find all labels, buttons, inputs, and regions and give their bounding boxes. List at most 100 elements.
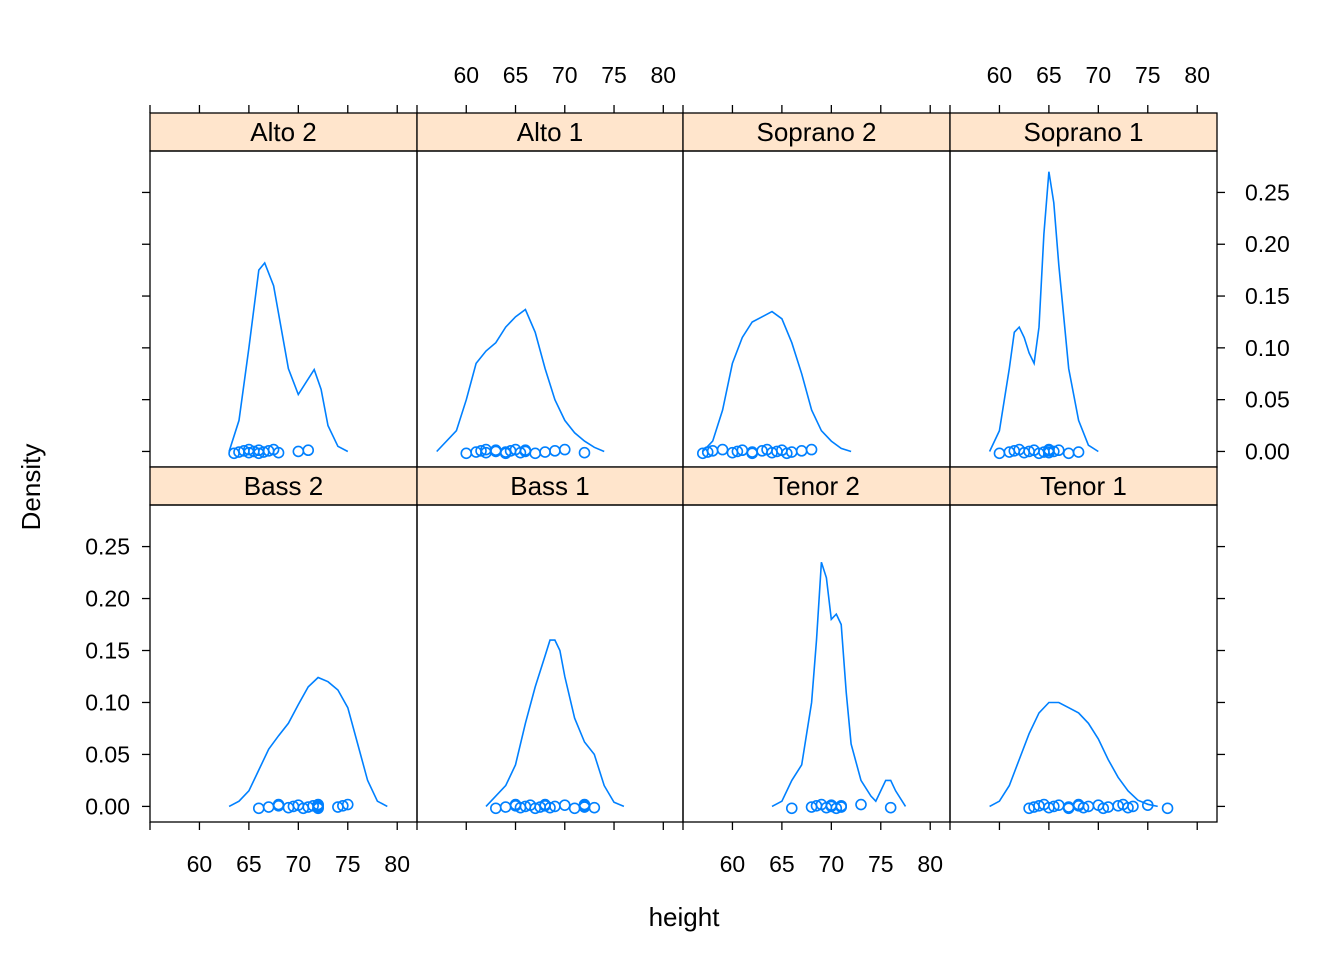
data-point [292,445,305,458]
data-point [1127,800,1139,813]
panel-frame [149,150,418,468]
panel-frame [949,504,1218,823]
data-point [1048,445,1060,458]
x-tick-label: 75 [868,851,894,877]
panel-strip [682,112,951,152]
x-tick-label: 80 [650,62,676,88]
panel-alto-2: Alto 2 [149,112,418,468]
panel-strip-label: Soprano 1 [1024,117,1144,147]
data-point [312,802,324,815]
x-tick-label: 70 [819,851,845,877]
panel-strip-label: Bass 2 [244,471,324,501]
data-point [1062,447,1075,460]
x-tick-label: 80 [1184,62,1210,88]
data-point [1097,802,1110,815]
panel-strip-label: Alto 1 [517,117,584,147]
data-point [544,801,556,814]
data-point [558,443,571,456]
x-tick-label: 75 [1135,62,1161,88]
data-point [262,801,275,813]
x-tick-label: 70 [286,851,312,877]
data-point [499,801,512,813]
x-tick-label: 65 [503,62,529,88]
data-point [1077,801,1090,814]
data-point [785,802,798,815]
x-tick-label: 60 [187,851,213,877]
y-tick-label: 0.10 [1245,335,1290,361]
data-point [1072,446,1085,458]
data-point [781,447,793,460]
y-tick-label: 0.00 [85,793,130,819]
x-tick-label: 65 [1036,62,1062,88]
data-point [312,799,324,811]
panel-soprano-1: Soprano 1 [949,112,1218,468]
data-point [549,445,561,457]
x-tick-label: 60 [453,62,479,88]
data-point [558,799,571,811]
data-point [731,445,744,458]
data-point [341,798,354,811]
density-curve [702,310,852,453]
density-curve [436,308,605,453]
panels-group: Alto 2 Alto 1 Soprano 2 Soprano 1 Bass 2 Bass… [149,112,1218,823]
panel-strip-label: Soprano 2 [757,117,877,147]
data-point [805,443,818,456]
y-tick-label: 0.10 [85,689,130,715]
y-tick-label: 0.20 [85,586,130,612]
data-point [884,801,897,814]
x-tick-label: 70 [552,62,578,88]
x-axis-title: height [649,902,721,932]
x-tick-label: 80 [384,851,410,877]
y-tick-label: 0.25 [1245,179,1290,205]
data-point [568,802,581,815]
panel-bass-1: Bass 1 [416,466,684,823]
panel-strip-label: Tenor 2 [773,471,860,501]
panel-frame [416,504,684,823]
x-tick-label: 60 [987,62,1013,88]
data-point [588,801,601,814]
density-curve [988,171,1099,453]
x-tick-label: 65 [236,851,262,877]
x-tick-label: 80 [917,851,943,877]
data-point [1141,799,1154,811]
data-point [1048,800,1060,813]
axes-group: 60 65 70 75 80 60 65 70 75 80 60 65 70 75 80 60 65 70 75 80… [85,62,1290,877]
panel-frame [149,504,418,823]
data-point [993,447,1006,460]
data-point [490,802,502,815]
y-axis-title: Density [16,444,46,531]
data-point [716,443,729,456]
density-curve [771,561,907,808]
y-tick-label: 0.20 [1245,231,1290,257]
panel-frame [416,150,684,468]
panel-strip-label: Tenor 1 [1040,471,1127,501]
y-tick-label: 0.25 [85,534,130,560]
panel-strip [149,112,418,152]
panel-strip-label: Alto 2 [250,117,317,147]
data-point [302,444,315,457]
data-point [475,445,487,457]
x-tick-label: 75 [335,851,361,877]
density-curve [989,701,1158,808]
panel-bass-2: Bass 2 [149,466,418,823]
y-tick-label: 0.00 [1245,438,1290,464]
y-tick-label: 0.15 [1245,283,1290,309]
panel-soprano-2: Soprano 2 [682,112,951,468]
data-point [539,446,551,458]
panel-tenor-2: Tenor 2 [682,466,951,823]
panel-alto-1: Alto 1 [416,112,684,468]
panel-tenor-1: Tenor 1 [949,466,1218,823]
data-point [252,802,265,815]
density-curve [228,676,388,808]
data-point [529,447,542,460]
y-tick-label: 0.15 [85,638,130,664]
data-point [578,446,591,459]
y-tick-label: 0.05 [85,741,130,767]
x-tick-label: 65 [769,851,795,877]
y-tick-label: 0.05 [1245,387,1290,413]
panel-strip [949,112,1218,152]
density-curve [228,261,349,453]
panel-frame [949,150,1218,468]
data-point [1122,801,1134,814]
x-tick-label: 75 [601,62,627,88]
